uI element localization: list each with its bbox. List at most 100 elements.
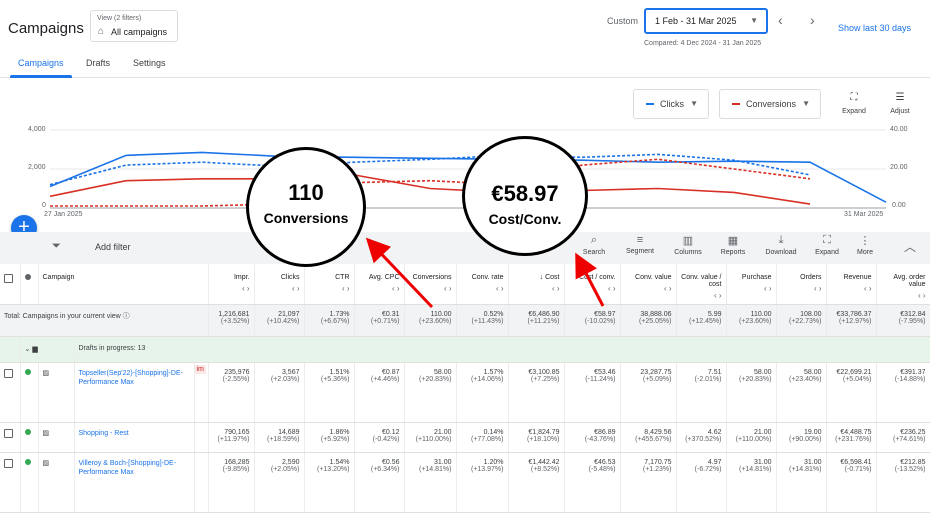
metric-value: €4,488.75 [840, 428, 872, 436]
metric-change: (+13.20%) [317, 465, 350, 473]
reports-tool[interactable]: ▦ Reports [714, 234, 752, 256]
metric-value: 21.00 [433, 428, 452, 436]
header-campaign[interactable]: Campaign [38, 264, 209, 305]
header-orders[interactable]: Orders ‹ › [776, 264, 827, 305]
header-impr[interactable]: Impr. ‹ › [208, 264, 255, 305]
row-checkbox[interactable] [4, 428, 13, 438]
sort-arrows-icon: ‹ › [917, 291, 926, 300]
chevron-down-icon: ▼ [690, 99, 698, 108]
metric-change: (-0.42%) [372, 435, 400, 443]
metric-cell: 58.00 (+20.83%) [404, 362, 457, 423]
date-range-picker[interactable]: 1 Feb - 31 Mar 2025 ▼ [644, 8, 768, 34]
series-line-conversions-dashed [50, 158, 811, 207]
chevron-down-icon: ▼ [802, 99, 810, 108]
metric-change: (+455.67%) [635, 435, 672, 443]
select-all-cell[interactable] [0, 264, 21, 305]
search-tool-label: Search [582, 249, 606, 256]
header-conv-rate[interactable]: Conv. rate ‹ › [456, 264, 509, 305]
total-value: 38,888.06 [640, 310, 672, 318]
status-enabled-icon [24, 428, 31, 435]
drafts-row[interactable]: ⌄ ▆ Drafts in progress: 13 [0, 336, 930, 363]
metric-cell: 21.00 (+110.00%) [404, 422, 457, 453]
search-tool[interactable]: ⌕ Search [575, 234, 613, 256]
metric-change: (-9.85%) [222, 465, 250, 473]
table-row[interactable]: ▨ Shopping - Rest 790,165 (+11.97%) 14,689 (+… [0, 422, 930, 453]
total-change: (+11.43%) [471, 317, 504, 325]
chevron-right-icon[interactable]: › [810, 12, 815, 28]
chevron-left-icon[interactable]: ‹ [778, 12, 783, 28]
show-last-30-days-link[interactable]: Show last 30 days [838, 23, 912, 33]
metric-selector-conversions[interactable]: Conversions ▼ [719, 89, 821, 119]
table-row[interactable]: ▨ Topseller(Sep'22)-[Shopping]-DE-Perform… [0, 362, 930, 423]
row-badge: im [194, 364, 206, 374]
header-purchase[interactable]: Purchase ‹ › [726, 264, 777, 305]
row-checkbox[interactable] [4, 368, 13, 378]
metric-change: (+2.05%) [270, 465, 300, 473]
tab-drafts[interactable]: Drafts [86, 58, 111, 68]
header-avg-order-value[interactable]: Avg. order value ‹ › [876, 264, 930, 305]
metric-cell: €0.12 (-0.42%) [354, 422, 405, 453]
metric-change: (-13.52%) [894, 465, 926, 473]
download-tool[interactable]: ⤓ Download [762, 234, 800, 256]
metric-value: 0.14% [483, 428, 504, 436]
metric-cell: 1.51% (+5.36%) [304, 362, 355, 423]
header-revenue[interactable]: Revenue ‹ › [826, 264, 877, 305]
total-value: 0.52% [483, 310, 504, 318]
metric-value: 8,429.56 [644, 428, 672, 436]
more-tool[interactable]: ⋮ More [846, 234, 884, 256]
reports-tool-label: Reports [720, 249, 746, 256]
metric-cell: €391.37 (-14.88%) [876, 362, 930, 423]
metric-cell: 58.00 (+23.40%) [776, 362, 827, 423]
series-line-clicks-dashed [49, 153, 811, 186]
header-ctr[interactable]: CTR ‹ › [304, 264, 355, 305]
help-icon[interactable]: ⓘ [122, 312, 130, 320]
metric-value: 21.00 [753, 428, 772, 436]
metric-value: 1.86% [329, 428, 350, 436]
total-value: 110.00 [430, 310, 452, 318]
campaign-name-link[interactable]: Topseller(Sep'22)-[Shopping]-DE-Performa… [74, 362, 195, 423]
campaign-name-link[interactable]: Shopping - Rest [74, 422, 195, 453]
y-right-tick-20: 20.00 [890, 164, 908, 171]
total-cell: €312.84 (-7.95%) [876, 304, 930, 337]
total-value: 108.00 [800, 310, 822, 318]
row-checkbox[interactable] [4, 458, 13, 468]
header-clicks[interactable]: Clicks ‹ › [254, 264, 305, 305]
sort-down-icon: ↓ [539, 274, 546, 281]
filter-icon[interactable]: ⏷ [52, 240, 61, 252]
header-conv-value-cost[interactable]: Conv. value / cost ‹ › [676, 264, 727, 305]
total-value: €0.31 [381, 310, 400, 318]
metric-change: (-2.55%) [222, 375, 250, 383]
expand-chart-icon[interactable]: ⛶ [850, 92, 858, 103]
row-select-cell[interactable] [0, 362, 21, 423]
metric-value: 168,285 [224, 458, 250, 466]
segment-tool-label: Segment [625, 248, 655, 255]
view-selector[interactable]: View (2 filters) ⌂ All campaigns [90, 10, 178, 42]
clicks-swatch [646, 103, 654, 105]
columns-tool[interactable]: ▥ Columns [669, 234, 707, 256]
metric-cell: €0.87 (+4.46%) [354, 362, 405, 423]
segment-tool[interactable]: ≡ Segment [621, 234, 659, 255]
header-conv-value[interactable]: Conv. value ‹ › [620, 264, 677, 305]
more-tool-label: More [857, 249, 873, 256]
metric-change: (-11.24%) [585, 375, 616, 383]
annotation-arrows [365, 237, 605, 309]
row-select-cell[interactable] [0, 422, 21, 453]
chevron-down-icon: ▼ [750, 16, 758, 25]
adjust-chart-label: Adjust [890, 108, 910, 115]
adjust-chart-icon[interactable]: ☰ [895, 92, 905, 103]
tab-campaigns[interactable]: Campaigns [18, 58, 64, 68]
metric-cell: €4,488.75 (+231.76%) [826, 422, 877, 453]
metric-value: €0.56 [381, 458, 400, 466]
metric-selector-clicks[interactable]: Clicks ▼ [633, 89, 709, 119]
row-badge-cell [194, 422, 209, 453]
add-filter-button[interactable]: Add filter [95, 242, 131, 252]
total-cell: €33,786.37 (+12.97%) [826, 304, 877, 337]
drafts-toggle[interactable]: ⌄ ▆ [20, 336, 75, 363]
collapse-chevron-icon[interactable]: ︿ [904, 240, 917, 254]
header-cost[interactable]: ↓ Cost ‹ › [508, 264, 565, 305]
tab-settings[interactable]: Settings [133, 58, 166, 68]
chevron-down-icon[interactable]: ⌄ [24, 345, 31, 353]
metric-cell: 21.00 (+110.00%) [726, 422, 777, 453]
expand-tool[interactable]: ⛶ Expand [808, 234, 846, 256]
select-all-checkbox[interactable] [4, 274, 13, 283]
